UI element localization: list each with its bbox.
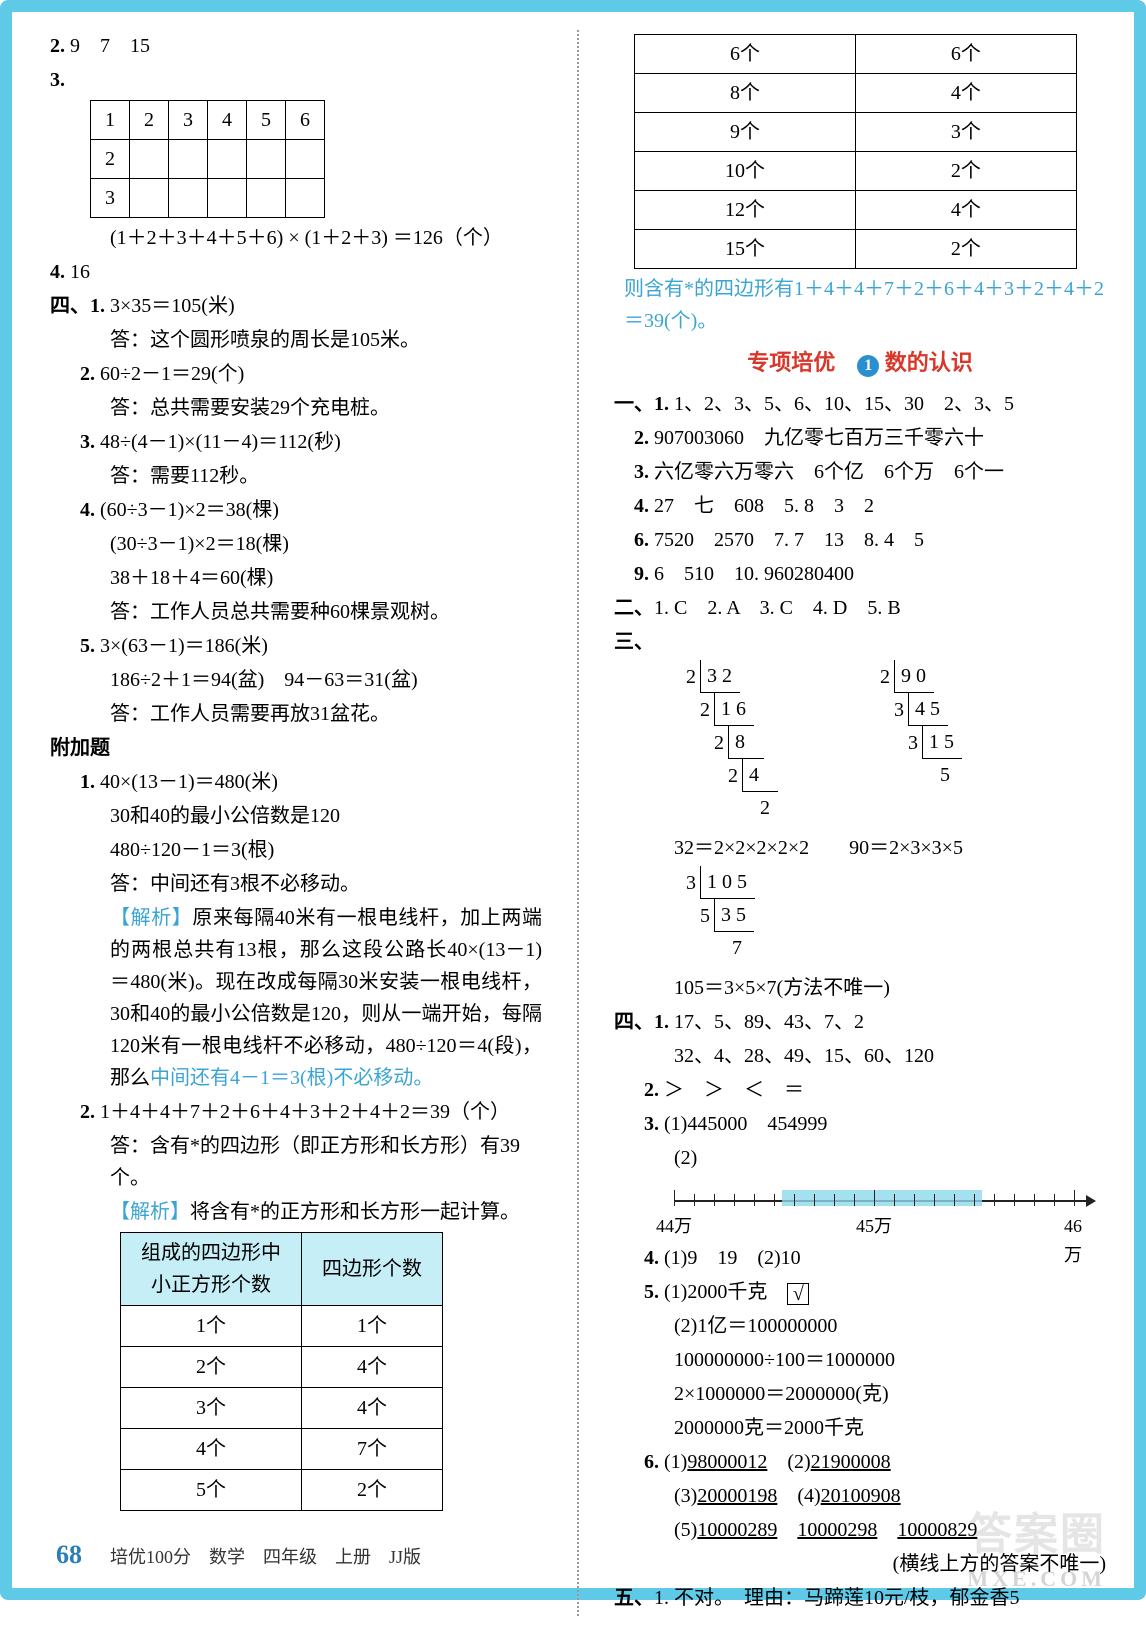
sec2-label: 二、	[614, 597, 654, 619]
extra-q2-analysis: 【解析】将含有*的正方形和长方形一起计算。	[50, 1196, 542, 1228]
q2-label: 2.	[50, 35, 65, 57]
analysis-hl: 中间还有4－1＝3(根)不必移动。	[150, 1067, 433, 1089]
sec3-label: 三、	[614, 631, 654, 653]
cont-table: 6个6个8个4个9个3个10个2个12个4个15个2个	[634, 34, 1077, 269]
title-b: 数的认识	[885, 350, 973, 375]
title-a: 专项培优	[747, 350, 835, 375]
extra-q2: 2. 1＋4＋4＋7＋2＋6＋4＋3＋2＋4＋2＝39（个）答：含有*的四边形（…	[50, 1096, 542, 1194]
sec5-text: 1. 不对。 理由：马蹄莲10元/枝，郁金香5	[654, 1587, 1020, 1609]
page-content: 2. 9 7 15 3. 12345623 (1＋2＋3＋4＋5＋6) × (1…	[0, 0, 1146, 1646]
analysis-label: 【解析】	[110, 907, 192, 929]
r-section-1: 一、1. 1、2、3、5、6、10、15、30 2、3、52. 90700306…	[614, 388, 1106, 590]
tree-90: 29 034 531 55	[868, 660, 962, 824]
r2: 90＝2×3×3×5	[849, 837, 963, 859]
factor-trees-row1: 23 221 628242 29 034 531 55	[614, 660, 1106, 832]
analysis-label: 【解析】	[110, 1201, 190, 1223]
q3: 3.	[50, 64, 542, 96]
analysis-text: 原来每隔40米有一根电线杆，加上两端的两根总共有13根，那么这段公路长40×(1…	[110, 907, 542, 1089]
tree-results-1: 32＝2×2×2×2×2 90＝2×3×3×5	[614, 832, 1106, 864]
q3-label: 3.	[50, 69, 65, 91]
tree-result-3: 105＝3×5×7(方法不唯一)	[614, 972, 1106, 1004]
extra-q2-table: 组成的四边形中小正方形个数四边形个数1个1个2个4个3个4个4个7个5个2个	[120, 1232, 443, 1511]
r-section-3: 三、	[614, 626, 1106, 658]
q4-label: 4.	[50, 261, 65, 283]
extra-q1: 1. 40×(13－1)＝480(米)30和40的最小公倍数是120480÷12…	[50, 766, 542, 900]
section-4: 四、1. 3×35＝105(米)答：这个圆形喷泉的周长是105米。2. 60÷2…	[50, 290, 542, 730]
analysis-text: 将含有*的正方形和长方形一起计算。	[190, 1201, 520, 1223]
circle-1: 1	[857, 355, 879, 377]
sec5-label: 五、	[614, 1587, 654, 1609]
r1: 32＝2×2×2×2×2	[674, 837, 809, 859]
cont-hl: 则含有*的四边形有1＋4＋4＋7＋2＋6＋4＋3＋2＋4＋2＝39(个)。	[614, 273, 1106, 337]
extra-q1-analysis: 【解析】原来每隔40米有一根电线杆，加上两端的两根总共有13根，那么这段公路长4…	[50, 902, 542, 1094]
extra-title: 附加题	[50, 732, 542, 764]
q3-expr: (1＋2＋3＋4＋5＋6) × (1＋2＋3) ＝126（个）	[50, 222, 542, 254]
r-section-2: 二、1. C 2. A 3. C 4. D 5. B	[614, 592, 1106, 624]
right-column: 6个6个8个4个9个3个10个2个12个4个15个2个 则含有*的四边形有1＋4…	[614, 30, 1106, 1616]
q4: 4. 16	[50, 256, 542, 288]
number-line: 44万45万46万	[674, 1178, 1094, 1238]
q2-vals: 9 7 15	[70, 35, 150, 57]
left-column: 2. 9 7 15 3. 12345623 (1＋2＋3＋4＋5＋6) × (1…	[50, 30, 542, 1616]
q4-val: 16	[70, 261, 90, 283]
q2: 2. 9 7 15	[50, 30, 542, 62]
r-section-4: 四、1. 17、5、89、43、7、232、4、28、49、15、60、1202…	[614, 1006, 1106, 1580]
r-section-5: 五、1. 不对。 理由：马蹄莲10元/枝，郁金香5	[614, 1582, 1106, 1614]
section-title: 专项培优 1 数的认识	[614, 345, 1106, 380]
q3-table: 12345623	[90, 100, 325, 218]
sec2-text: 1. C 2. A 3. C 4. D 5. B	[654, 597, 901, 619]
column-divider	[577, 30, 579, 1616]
tree-32: 23 221 628242	[674, 660, 778, 824]
tree-105: 31 0 553 57	[674, 866, 755, 964]
